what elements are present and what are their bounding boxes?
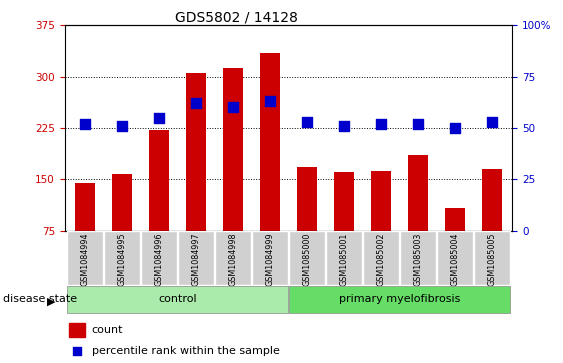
- Point: [191, 101, 200, 106]
- Point: [118, 123, 127, 129]
- Bar: [334, 172, 354, 282]
- Text: primary myelofibrosis: primary myelofibrosis: [339, 294, 460, 305]
- Text: control: control: [158, 294, 197, 305]
- Text: GSM1084999: GSM1084999: [266, 232, 275, 286]
- Bar: [482, 169, 502, 282]
- Point: [155, 115, 164, 121]
- FancyBboxPatch shape: [437, 231, 473, 285]
- Bar: [297, 167, 317, 282]
- FancyBboxPatch shape: [289, 231, 325, 285]
- Point: [488, 119, 497, 125]
- Point: [302, 119, 311, 125]
- Text: GSM1084998: GSM1084998: [229, 232, 238, 286]
- Bar: [75, 183, 95, 282]
- Bar: [186, 73, 206, 282]
- Text: GSM1085001: GSM1085001: [339, 232, 348, 286]
- FancyBboxPatch shape: [66, 286, 288, 313]
- Bar: [371, 171, 391, 282]
- Bar: [69, 323, 85, 337]
- Bar: [149, 130, 169, 282]
- Text: GSM1085003: GSM1085003: [413, 232, 422, 286]
- Text: GSM1085005: GSM1085005: [488, 232, 497, 286]
- Point: [81, 121, 90, 127]
- Text: GSM1085004: GSM1085004: [450, 232, 459, 286]
- Text: GSM1084995: GSM1084995: [118, 232, 127, 286]
- Bar: [260, 53, 280, 282]
- FancyBboxPatch shape: [326, 231, 362, 285]
- Text: GSM1084994: GSM1084994: [81, 232, 90, 286]
- Text: ▶: ▶: [47, 296, 55, 306]
- Bar: [408, 155, 428, 282]
- FancyBboxPatch shape: [252, 231, 288, 285]
- Bar: [445, 208, 465, 282]
- FancyBboxPatch shape: [215, 231, 251, 285]
- Text: GSM1085002: GSM1085002: [377, 232, 386, 286]
- FancyBboxPatch shape: [141, 231, 177, 285]
- Text: GSM1085000: GSM1085000: [302, 232, 311, 286]
- FancyBboxPatch shape: [400, 231, 436, 285]
- Point: [339, 123, 348, 129]
- Text: count: count: [92, 325, 123, 335]
- Point: [266, 98, 275, 104]
- FancyBboxPatch shape: [474, 231, 510, 285]
- FancyBboxPatch shape: [104, 231, 140, 285]
- Point: [450, 125, 459, 131]
- FancyBboxPatch shape: [363, 231, 399, 285]
- Point: [413, 121, 422, 127]
- FancyBboxPatch shape: [178, 231, 214, 285]
- Bar: [112, 174, 132, 282]
- Text: percentile rank within the sample: percentile rank within the sample: [92, 346, 279, 356]
- Point: [73, 348, 82, 354]
- Text: GDS5802 / 14128: GDS5802 / 14128: [175, 11, 298, 25]
- Text: GSM1084996: GSM1084996: [155, 232, 164, 286]
- Bar: [223, 69, 243, 282]
- Point: [377, 121, 386, 127]
- Text: GSM1084997: GSM1084997: [191, 232, 200, 286]
- Text: disease state: disease state: [3, 294, 77, 305]
- FancyBboxPatch shape: [67, 231, 103, 285]
- FancyBboxPatch shape: [289, 286, 510, 313]
- Point: [229, 105, 238, 110]
